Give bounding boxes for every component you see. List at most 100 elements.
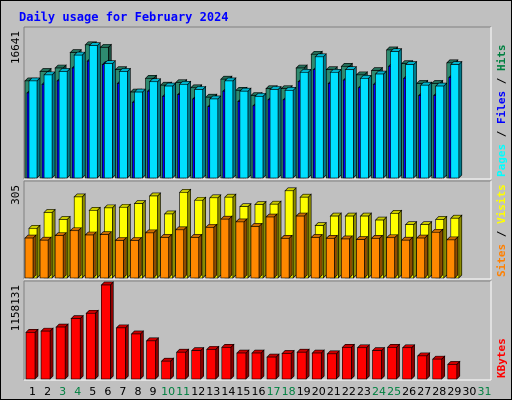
day-label-3: 3 bbox=[59, 385, 66, 398]
chart-title: Daily usage for February 2024 bbox=[19, 10, 229, 24]
panel-hits-files-pages: 16641 Pages / Files / Hits bbox=[9, 26, 508, 180]
day-label-14: 14 bbox=[221, 385, 235, 398]
chart-panels: 16641 Pages / Files / Hits 305 Sites / Visi… bbox=[9, 26, 508, 381]
bar-pages-day-20 bbox=[314, 53, 327, 179]
bar-sites-day-2 bbox=[39, 236, 52, 279]
panel-visits-sites: 305 Sites / Visits bbox=[9, 180, 508, 280]
day-labels: 1 2 3 4 5 6 7 8 9 10 11 12 13 14 15 16 17 18 19 20 21 22 23 24 2… bbox=[29, 385, 491, 398]
panel-legend: Pages / Files / Hits bbox=[495, 45, 508, 178]
day-label-12: 12 bbox=[191, 385, 205, 398]
bar-kbytes-day-20 bbox=[311, 349, 325, 380]
bar-kbytes-day-10 bbox=[160, 357, 175, 380]
bar-sites-day-10 bbox=[159, 233, 173, 279]
bar-pages-day-3 bbox=[58, 67, 71, 179]
day-label-6: 6 bbox=[104, 385, 111, 398]
bar-pages-day-11 bbox=[178, 80, 192, 179]
bar-pages-day-5 bbox=[88, 41, 101, 179]
bar-sites-day-4 bbox=[69, 227, 82, 279]
panel-max-label: 305 bbox=[9, 185, 22, 205]
bar-sites-day-24 bbox=[370, 234, 384, 279]
bar-pages-day-25 bbox=[389, 47, 403, 179]
day-label-17: 17 bbox=[267, 385, 281, 398]
bar-kbytes-day-15 bbox=[236, 349, 250, 380]
bar-kbytes-day-5 bbox=[85, 309, 99, 380]
bar-pages-day-23 bbox=[359, 74, 373, 179]
bar-pages-day-19 bbox=[299, 68, 312, 179]
day-label-29: 29 bbox=[447, 385, 461, 398]
day-label-19: 19 bbox=[297, 385, 311, 398]
day-label-13: 13 bbox=[206, 385, 220, 398]
bar-kbytes-day-23 bbox=[356, 344, 371, 380]
bar-sites-day-16 bbox=[250, 222, 263, 279]
legend-visits: Visits bbox=[495, 184, 508, 224]
bar-pages-day-28 bbox=[435, 82, 448, 179]
bar-kbytes-day-7 bbox=[115, 324, 130, 380]
bar-kbytes-day-22 bbox=[341, 343, 356, 380]
bar-sites-day-28 bbox=[431, 228, 444, 279]
bar-kbytes-day-9 bbox=[145, 337, 160, 380]
day-label-25: 25 bbox=[387, 385, 401, 398]
bar-kbytes-day-16 bbox=[251, 349, 265, 380]
bar-sites-day-1 bbox=[24, 234, 37, 279]
bar-sites-day-17 bbox=[265, 213, 278, 279]
day-label-5: 5 bbox=[89, 385, 96, 398]
bar-kbytes-day-18 bbox=[281, 349, 295, 380]
bar-sites-day-25 bbox=[385, 234, 399, 279]
bar-sites-day-21 bbox=[325, 234, 339, 279]
bar-pages-day-14 bbox=[224, 77, 237, 179]
day-label-20: 20 bbox=[312, 385, 326, 398]
day-label-27: 27 bbox=[417, 385, 431, 398]
bar-pages-day-7 bbox=[118, 67, 132, 179]
panel-kbytes: 1158131 KBytes bbox=[9, 280, 508, 381]
bar-kbytes-day-12 bbox=[190, 346, 205, 380]
legend-kbytes: KBytes bbox=[495, 338, 508, 378]
bar-sites-day-27 bbox=[415, 234, 429, 279]
bar-sites-day-6 bbox=[99, 230, 113, 279]
day-label-31: 31 bbox=[477, 385, 491, 398]
bar-sites-day-15 bbox=[235, 218, 248, 279]
bar-kbytes-day-14 bbox=[221, 343, 235, 380]
legend-sites: Sites bbox=[495, 244, 508, 277]
bar-sites-day-29 bbox=[446, 236, 459, 279]
bar-pages-day-2 bbox=[43, 71, 56, 179]
legend-files: Files bbox=[495, 91, 508, 124]
bar-kbytes-day-24 bbox=[371, 346, 386, 380]
bar-sites-day-12 bbox=[189, 233, 203, 279]
bar-pages-day-22 bbox=[344, 66, 358, 179]
bar-pages-day-12 bbox=[193, 85, 207, 179]
bar-sites-day-11 bbox=[174, 226, 188, 279]
day-label-22: 22 bbox=[342, 385, 356, 398]
bar-kbytes-day-2 bbox=[40, 327, 54, 380]
panel-legend: KBytes bbox=[495, 338, 508, 378]
day-label-28: 28 bbox=[432, 385, 446, 398]
day-label-15: 15 bbox=[236, 385, 250, 398]
day-label-21: 21 bbox=[327, 385, 341, 398]
bar-sites-day-7 bbox=[114, 236, 128, 279]
bar-pages-day-1 bbox=[28, 77, 41, 179]
bar-pages-day-15 bbox=[239, 87, 252, 179]
legend-hits: Hits bbox=[495, 45, 508, 72]
bar-pages-day-8 bbox=[133, 88, 147, 179]
bar-sites-day-19 bbox=[295, 212, 308, 279]
bar-kbytes-day-3 bbox=[55, 323, 69, 380]
bar-kbytes-day-26 bbox=[401, 344, 416, 380]
bar-sites-day-18 bbox=[280, 234, 293, 279]
panel-legend: Sites / Visits bbox=[495, 184, 508, 277]
bar-sites-day-23 bbox=[355, 235, 369, 279]
bar-pages-day-4 bbox=[73, 51, 86, 179]
bar-pages-day-29 bbox=[450, 60, 463, 179]
bar-pages-day-27 bbox=[419, 81, 433, 179]
day-label-26: 26 bbox=[402, 385, 416, 398]
bar-kbytes-day-17 bbox=[266, 353, 280, 380]
day-label-7: 7 bbox=[119, 385, 126, 398]
bar-kbytes-day-25 bbox=[386, 343, 401, 380]
bar-sites-day-9 bbox=[144, 229, 158, 279]
bar-kbytes-day-21 bbox=[326, 350, 341, 380]
bar-sites-day-3 bbox=[54, 231, 67, 279]
day-label-1: 1 bbox=[29, 385, 36, 398]
day-label-8: 8 bbox=[134, 385, 141, 398]
bar-kbytes-day-27 bbox=[416, 352, 431, 380]
bar-pages-day-21 bbox=[329, 68, 343, 179]
